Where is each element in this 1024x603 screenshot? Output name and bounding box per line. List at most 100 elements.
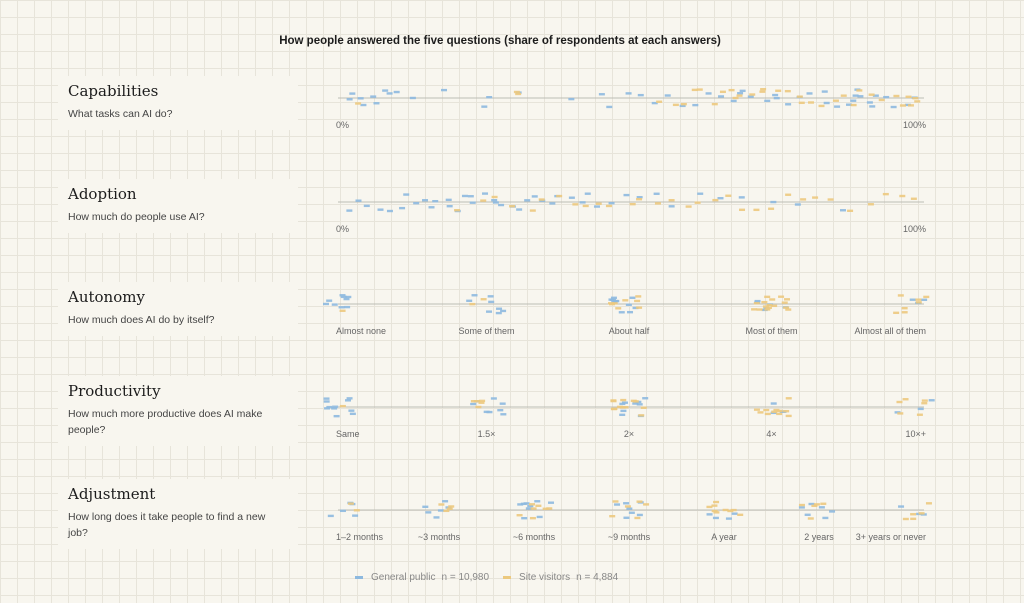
row-question: What tasks can AI do? [68,108,173,120]
point-site-visitors [694,201,701,204]
point-site-visitors [850,103,857,107]
point-site-visitors [901,311,908,314]
point-general-public [584,192,591,195]
point-general-public [770,402,777,405]
point-site-visitors [509,205,516,208]
point-general-public [869,105,876,108]
point-site-visitors [818,104,825,108]
point-site-visitors [901,307,908,310]
legend-item-general-public: General public n = 10,980 [355,572,489,583]
point-general-public [373,102,380,105]
point-general-public [432,199,439,203]
point-site-visitors [630,399,637,403]
point-general-public [747,95,754,98]
point-general-public [808,502,815,506]
point-general-public [806,92,813,95]
point-site-visitors [899,104,906,107]
point-site-visitors [893,311,900,315]
point-site-visitors [668,199,675,202]
point-site-visitors [448,505,455,508]
point-general-public [625,92,632,95]
point-site-visitors [355,102,362,105]
point-site-visitors [737,513,744,517]
tick-label: 1–2 months [336,532,384,542]
row-label-autonomy: Autonomy How much does AI do by itself? [58,282,298,336]
point-site-visitors [783,306,790,309]
tick-label: Same [336,429,360,439]
point-general-public [692,103,699,107]
point-general-public [668,205,675,208]
point-site-visitors [438,503,445,506]
point-site-visitors [771,304,778,308]
point-general-public [323,302,330,306]
point-site-visitors [840,94,847,97]
point-general-public [470,402,477,406]
point-general-public [428,206,435,209]
point-site-visitors [479,399,486,403]
chart-title: How people answered the five questions (… [279,35,721,47]
point-general-public [409,96,416,100]
tick-label: Almost all of them [854,326,926,336]
point-general-public [467,195,474,198]
point-site-visitors [713,500,720,504]
point-site-visitors [897,294,904,297]
tick-label: ~6 months [513,532,556,542]
point-general-public [636,513,643,517]
point-site-visitors [921,402,928,405]
point-general-public [627,310,634,314]
point-site-visitors [761,300,768,304]
point-site-visitors [443,509,450,513]
point-general-public [632,306,639,310]
point-site-visitors [615,307,622,310]
point-site-visitors [538,198,545,201]
point-general-public [327,514,334,518]
point-site-visitors [753,408,760,411]
row-question: How much does AI do by itself? [68,314,215,326]
point-site-visitors [759,90,766,93]
point-site-visitors [691,88,698,92]
point-site-visitors [629,202,636,206]
point-site-visitors [798,101,805,105]
point-site-visitors [847,209,854,212]
point-general-public [731,512,738,515]
point-general-public [883,95,890,99]
point-site-visitors [811,504,818,508]
point-general-public [610,296,617,299]
point-general-public [486,310,493,313]
legend-label: Site visitors [519,572,571,583]
point-general-public [491,199,498,202]
point-site-visitors [616,405,623,409]
row-label-adoption: Adoption How much do people use AI? [58,179,298,233]
point-site-visitors [636,306,643,309]
point-general-public [623,502,630,505]
legend-n: n = 10,980 [441,572,490,583]
point-site-visitors [713,511,720,514]
point-general-public [338,306,345,309]
tick-label: 1.5× [478,429,496,439]
point-general-public [785,103,792,106]
point-general-public [345,295,352,299]
point-site-visitors [764,295,771,299]
point-site-visitors [711,102,718,106]
point-general-public [821,90,828,93]
point-general-public [653,192,660,195]
point-site-visitors [612,500,619,503]
point-general-public [399,206,406,210]
point-general-public [739,89,746,93]
point-site-visitors [800,198,807,201]
tick-label: Some of them [458,326,514,336]
point-site-visitors [896,400,903,404]
point-general-public [441,88,448,92]
point-site-visitors [751,308,758,311]
point-site-visitors [556,194,563,198]
point-general-public [754,299,761,303]
point-general-public [852,94,859,97]
point-site-visitors [680,102,687,106]
point-site-visitors [474,399,481,403]
point-general-public [377,208,384,211]
point-general-public [525,507,532,510]
point-general-public [339,509,346,513]
point-general-public [664,94,671,97]
point-site-visitors [727,509,734,513]
point-general-public [772,93,779,97]
